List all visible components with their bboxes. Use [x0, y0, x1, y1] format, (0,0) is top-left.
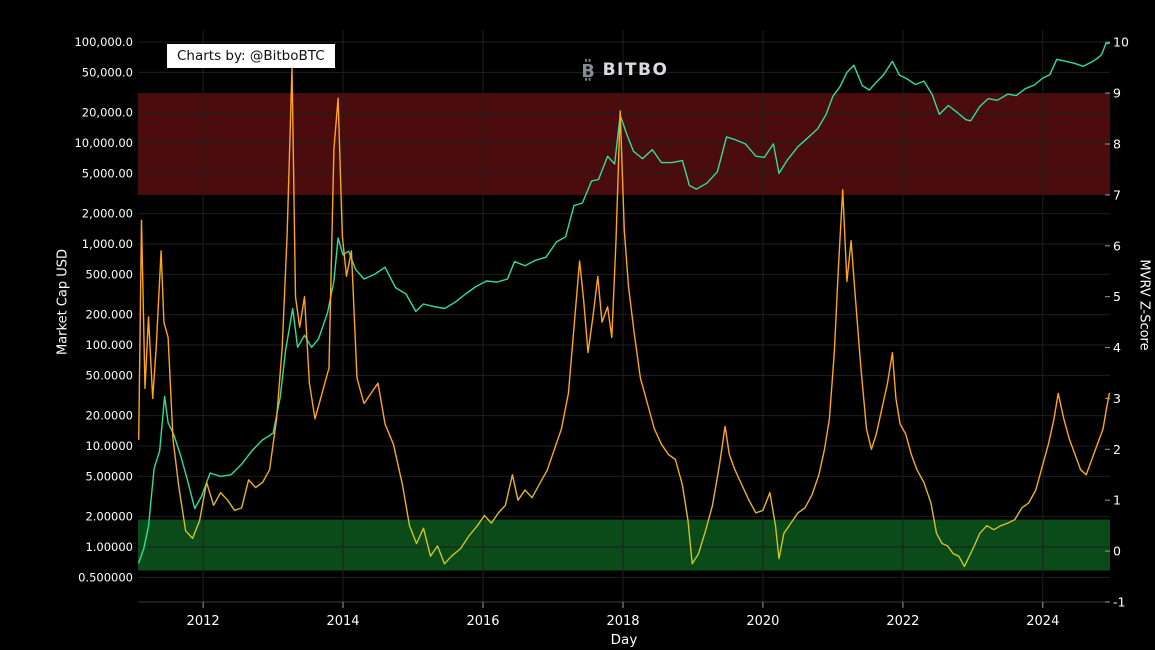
left-axis-tick-label: 20.0000: [85, 409, 133, 423]
right-axis-tick-label: 1: [1113, 493, 1121, 508]
left-axis-tick-label: 5.00000: [85, 469, 133, 483]
left-axis-tick-label: 10,000.00: [74, 136, 133, 150]
undervalued-zone: [138, 519, 1110, 571]
left-axis-tick-label: 200.000: [85, 308, 133, 322]
left-axis-tick-label: 2,000.00: [82, 207, 133, 221]
left-axis-tick-label: 50,000.0: [82, 65, 133, 79]
x-axis-tick-label: 2020: [746, 614, 779, 629]
x-axis-title: Day: [610, 632, 638, 648]
x-axis-tick-label: 2024: [1026, 614, 1059, 629]
left-axis-tick-label: 50.0000: [85, 368, 133, 382]
x-axis-tick-label: 2018: [606, 614, 639, 629]
right-axis-tick-label: 5: [1113, 289, 1121, 304]
left-axis-title: Market Cap USD: [55, 248, 71, 356]
x-axis-tick-label: 2022: [886, 614, 919, 629]
right-axis-tick-label: 3: [1113, 391, 1121, 406]
gridlines: [138, 30, 1110, 602]
x-axis-tick-label: 2016: [466, 614, 499, 629]
right-axis-tick-label: 9: [1113, 86, 1121, 101]
left-axis-tick-label: 10.0000: [85, 439, 133, 453]
x-axis-tick-label: 2014: [326, 614, 359, 629]
left-axis-tick-label: 2.00000: [85, 510, 133, 524]
right-axis-tick-label: 10: [1113, 35, 1129, 50]
left-axis-tick-label: 5,000.00: [82, 166, 133, 180]
right-axis-tick-label: 4: [1113, 340, 1121, 355]
left-axis-tick-label: 100.000: [85, 338, 133, 352]
bitbo-logo-text: BITBO: [602, 60, 669, 80]
right-axis-tick-label: 2: [1113, 442, 1121, 457]
right-axis-tick-label: 7: [1113, 187, 1121, 202]
axis-tick-marks: [202, 41, 1110, 608]
bitbo-logo: B BITBO: [580, 59, 669, 81]
left-axis-tick-label: 0.500000: [78, 570, 133, 584]
right-axis-title: MVRV Z-Score: [1136, 259, 1152, 351]
market-cap-line: [137, 42, 1111, 564]
svg-text:B: B: [581, 62, 594, 81]
left-axis-tick-label: 500.000: [85, 267, 133, 281]
left-axis-tick-label: 20,000.0: [82, 106, 133, 120]
right-axis-tick-label: -1: [1113, 595, 1125, 610]
mvrv-zscore-line: [137, 66, 1111, 568]
x-axis-tick-label: 2012: [187, 614, 220, 629]
left-axis-tick-label: 1.00000: [85, 540, 133, 554]
overvalued-zone: [138, 93, 1110, 195]
left-axis-tick-label: 1,000.00: [82, 237, 133, 251]
bitcoin-icon: B: [581, 59, 595, 81]
right-axis-tick-label: 0: [1113, 544, 1121, 559]
credit-badge: Charts by: @BitboBTC: [167, 44, 335, 69]
left-axis-tick-label: 100,000.0: [74, 35, 133, 49]
right-axis-tick-label: 6: [1113, 238, 1121, 253]
right-axis-tick-label: 8: [1113, 137, 1121, 152]
